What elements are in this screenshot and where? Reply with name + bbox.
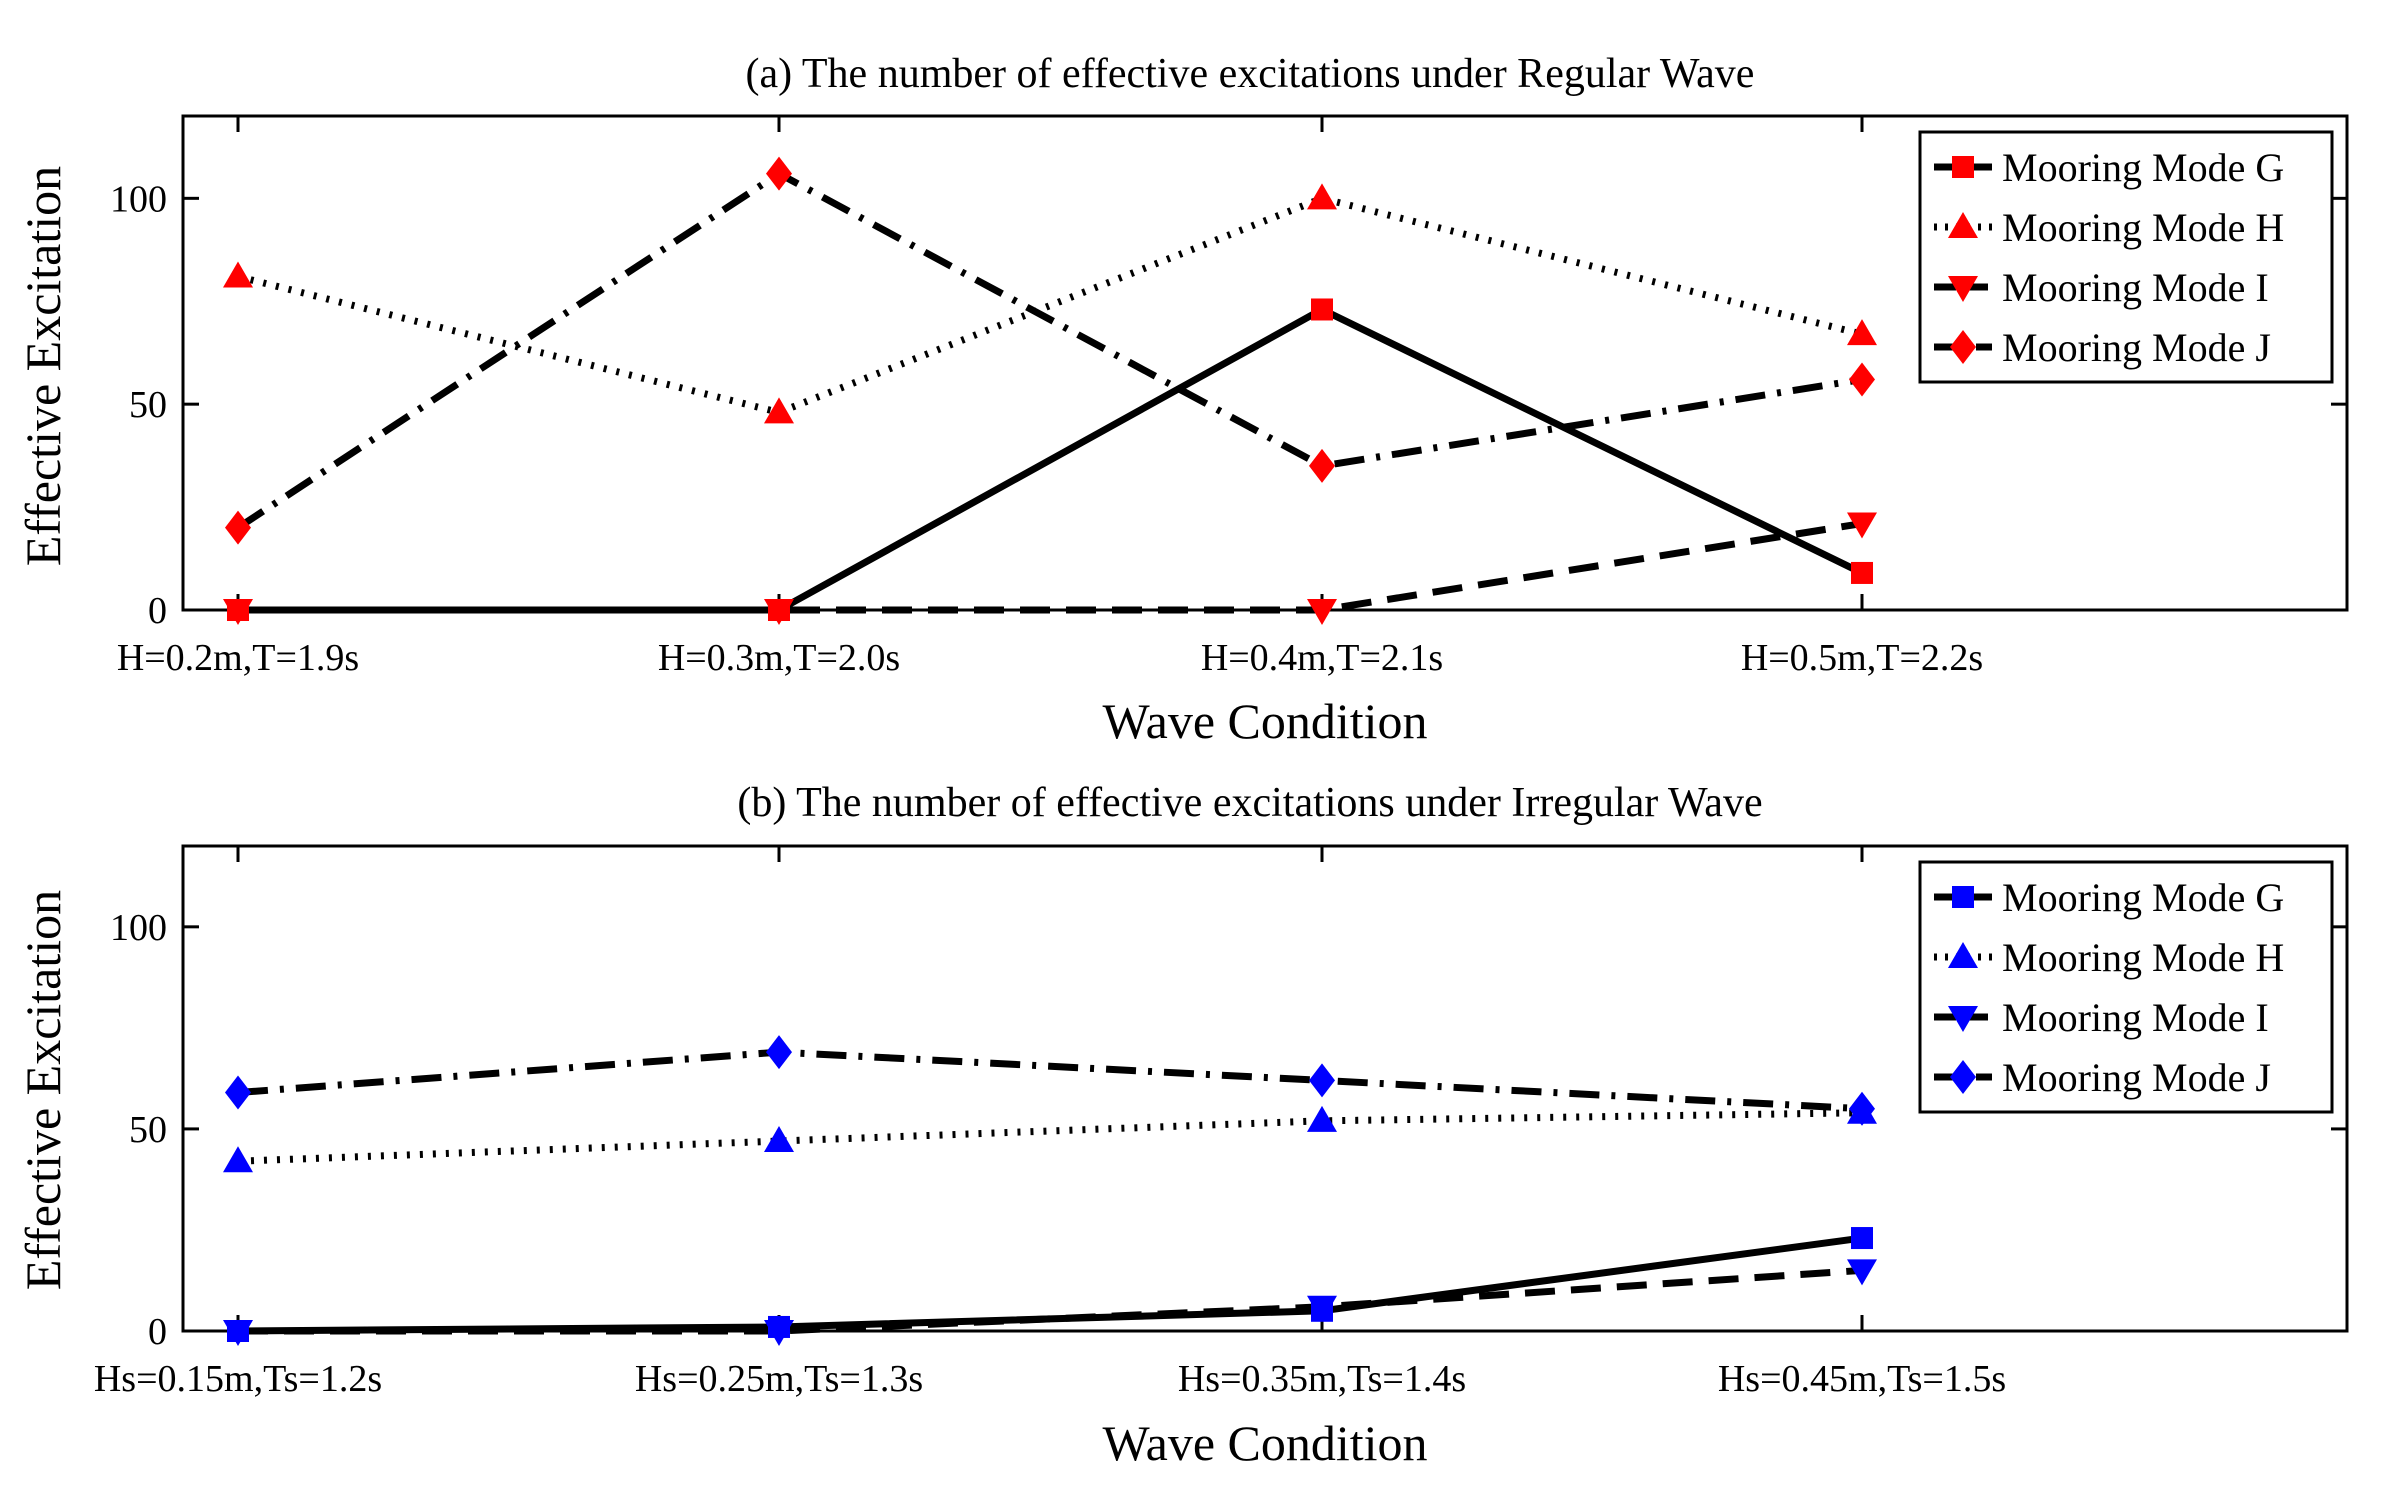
data-point-triangle-down (1847, 512, 1877, 539)
legend-marker-diamond (1950, 1060, 1976, 1094)
data-point-triangle-up (764, 1126, 794, 1153)
series-line-square (238, 305, 1864, 614)
data-point-triangle-down (1307, 1295, 1337, 1322)
y-tick-label: 0 (148, 1311, 167, 1353)
series-line-triangle-down (238, 520, 1863, 614)
legend-marker-square (1952, 886, 1974, 908)
y-tick-label: 50 (129, 1109, 167, 1151)
data-point-triangle-down (1307, 599, 1337, 625)
legend-label: Mooring Mode I (2002, 995, 2269, 1040)
data-point-diamond (1849, 362, 1875, 397)
data-point-triangle-up (1307, 1105, 1337, 1132)
x-tick-label: Hs=0.35m,Ts=1.4s (1178, 1358, 1466, 1400)
legend-box (1918, 130, 2334, 384)
data-point-triangle-down (223, 599, 253, 625)
data-point-square (1851, 1227, 1873, 1250)
legend-label: Mooring Mode J (2002, 1055, 2271, 1100)
data-point-triangle-up (1847, 319, 1877, 346)
legend-marker-triangle-up (1948, 212, 1978, 238)
chart-title: (a) The number of effective excitations … (746, 51, 1755, 97)
legend-label: Mooring Mode G (2002, 145, 2284, 190)
x-tick-label: Hs=0.25m,Ts=1.3s (635, 1358, 923, 1400)
series-line-diamond (237, 1048, 1863, 1113)
data-point-square (1851, 561, 1873, 584)
y-axis-label: Effective Excitation (15, 166, 71, 566)
series-line-triangle-up (237, 1109, 1863, 1165)
y-tick-label: 50 (129, 384, 167, 426)
legend-marker-diamond (1950, 330, 1976, 364)
legend-marker-triangle-down (1948, 276, 1978, 302)
panel-regular-wave: (a) The number of effective excitations … (15, 51, 2349, 749)
y-tick-label: 100 (110, 178, 167, 220)
data-point-diamond (766, 1035, 792, 1070)
series-line-square (237, 1234, 1863, 1335)
series-line-triangle-up (237, 194, 1863, 416)
data-point-diamond (1309, 448, 1335, 483)
legend-label: Mooring Mode H (2002, 935, 2284, 980)
x-tick-label: H=0.3m,T=2.0s (658, 637, 900, 679)
legend-label: Mooring Mode H (2002, 205, 2284, 250)
data-point-triangle-up (764, 397, 794, 424)
x-tick-label: H=0.4m,T=2.1s (1201, 637, 1443, 679)
x-tick-label: Hs=0.15m,Ts=1.2s (94, 1358, 382, 1400)
legend-label: Mooring Mode J (2002, 325, 2271, 370)
data-point-triangle-down (1847, 1259, 1877, 1286)
data-point-triangle-down (764, 599, 794, 625)
legend: Mooring Mode G Mooring Mode H Mooring Mode… (1918, 130, 2334, 384)
y-tick-label: 0 (148, 590, 167, 632)
series-line-triangle-down (238, 1266, 1863, 1335)
data-point-diamond (225, 510, 251, 545)
x-tick-label: Hs=0.45m,Ts=1.5s (1718, 1358, 2006, 1400)
legend-marker-square (1952, 156, 1974, 178)
data-point-diamond (225, 1075, 251, 1110)
x-axis-label: Wave Condition (1102, 1415, 1427, 1471)
legend-box (1918, 860, 2334, 1114)
panel-irregular-wave: (b) The number of effective excitations … (15, 780, 2349, 1471)
series-line-diamond (236, 170, 1863, 531)
data-point-diamond (1309, 1063, 1335, 1098)
x-tick-label: H=0.2m,T=1.9s (117, 637, 359, 679)
legend-label: Mooring Mode G (2002, 875, 2284, 920)
data-point-triangle-down (223, 1320, 253, 1346)
chart-title: (b) The number of effective excitations … (737, 780, 1762, 826)
data-point-diamond (1849, 1091, 1875, 1126)
legend-marker-triangle-up (1948, 942, 1978, 968)
data-point-square (1311, 298, 1333, 321)
y-tick-label: 100 (110, 907, 167, 949)
x-axis-label: Wave Condition (1102, 693, 1427, 749)
data-point-triangle-up (223, 1146, 253, 1173)
legend-marker-triangle-down (1948, 1006, 1978, 1032)
legend: Mooring Mode G Mooring Mode H Mooring Mode… (1918, 860, 2334, 1114)
x-tick-label: H=0.5m,T=2.2s (1741, 637, 1983, 679)
data-point-triangle-up (1307, 183, 1337, 210)
data-point-triangle-down (764, 1320, 794, 1346)
legend-label: Mooring Mode I (2002, 265, 2269, 310)
data-point-triangle-up (223, 261, 253, 288)
data-point-diamond (766, 156, 792, 191)
y-axis-label: Effective Excitation (15, 890, 71, 1290)
plot-frame (181, 844, 2349, 1333)
